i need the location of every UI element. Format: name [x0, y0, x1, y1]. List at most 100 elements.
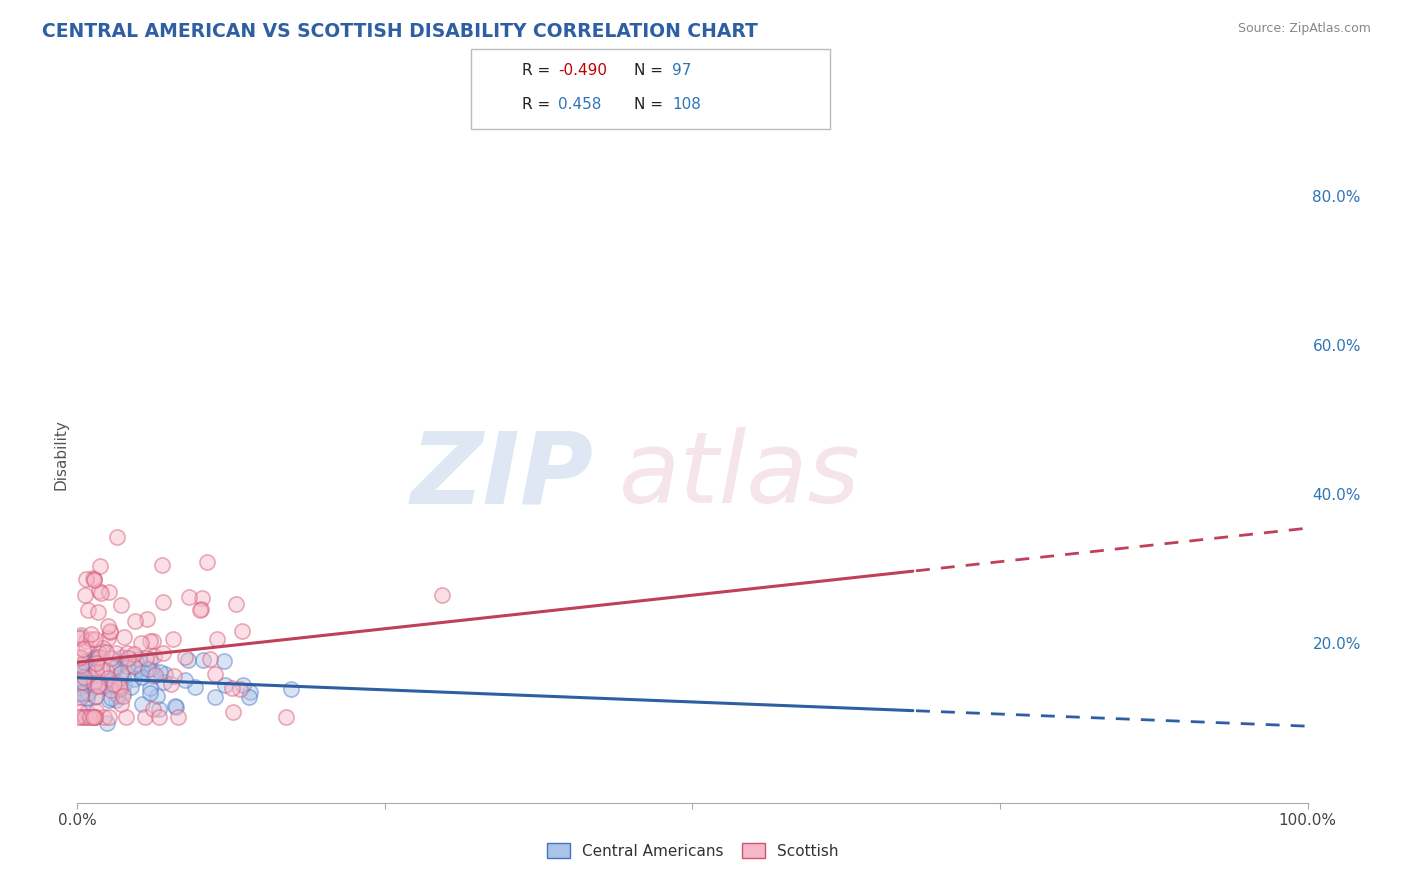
Point [69, 650, 91, 665]
Point [97, 672, 120, 686]
Point [103, 677, 125, 691]
Point [107, 689, 129, 703]
Y-axis label: Disability: Disability [53, 419, 69, 491]
Point [97, 585, 120, 599]
Point [100, 683, 122, 698]
Point [114, 631, 136, 645]
Point [98, 625, 121, 640]
Point [152, 595, 174, 609]
Point [69, 681, 91, 695]
Point [124, 614, 146, 628]
Point [77, 671, 100, 685]
Point [84, 666, 107, 681]
Point [91, 641, 114, 656]
Text: ZIP: ZIP [411, 427, 595, 524]
Point [83, 676, 105, 690]
Point [79, 626, 101, 640]
Point [129, 636, 152, 650]
Point [139, 652, 162, 666]
Point [80, 681, 103, 696]
Point [84, 710, 107, 724]
Point [139, 661, 162, 675]
Point [166, 710, 188, 724]
Point [86, 704, 108, 718]
Point [205, 632, 228, 647]
Point [98, 624, 121, 638]
Point [138, 634, 160, 648]
Point [204, 667, 226, 681]
Point [67, 631, 90, 645]
Point [84, 690, 107, 704]
Point [89, 583, 111, 598]
Point [110, 681, 132, 695]
Point [73, 682, 96, 697]
Point [191, 653, 214, 667]
Point [75, 572, 97, 586]
Point [97, 710, 120, 724]
Point [93, 710, 115, 724]
Point [115, 710, 138, 724]
Point [72, 674, 94, 689]
Point [83, 572, 105, 586]
Point [75, 633, 97, 648]
Point [139, 686, 162, 700]
Point [69, 705, 91, 719]
Point [73, 670, 96, 684]
Point [229, 681, 252, 696]
Point [232, 678, 254, 692]
Point [70, 630, 93, 644]
Point [122, 659, 145, 673]
Point [100, 691, 122, 706]
Point [195, 556, 218, 570]
Point [100, 651, 122, 665]
Point [97, 632, 120, 646]
Point [82, 710, 104, 724]
Point [77, 653, 100, 667]
Point [177, 653, 200, 667]
Point [83, 651, 105, 665]
Point [84, 665, 107, 680]
Point [139, 681, 162, 695]
Point [82, 571, 104, 585]
Point [110, 665, 132, 680]
Point [94, 680, 117, 694]
Point [89, 678, 111, 692]
Point [100, 673, 122, 687]
Point [80, 632, 103, 646]
Point [105, 646, 128, 660]
Point [83, 710, 105, 724]
Point [83, 573, 105, 587]
Point [143, 648, 166, 663]
Point [94, 677, 117, 691]
Point [105, 660, 128, 674]
Point [111, 686, 134, 700]
Point [69, 658, 91, 673]
Point [96, 618, 118, 632]
Point [84, 649, 107, 664]
Point [120, 681, 142, 695]
Point [122, 672, 145, 686]
Point [77, 686, 100, 700]
Point [117, 651, 139, 665]
Point [84, 656, 107, 670]
Point [276, 710, 298, 724]
Point [110, 697, 132, 711]
Point [103, 660, 125, 674]
Point [69, 687, 91, 701]
Point [280, 681, 302, 696]
Point [87, 649, 110, 664]
Point [86, 667, 108, 681]
Point [131, 665, 153, 680]
Point [90, 586, 112, 600]
Point [148, 710, 170, 724]
Point [94, 663, 117, 677]
Point [165, 698, 187, 713]
Point [173, 673, 195, 687]
Point [86, 651, 108, 665]
Point [128, 652, 150, 666]
Point [69, 680, 91, 694]
Point [111, 650, 134, 665]
Point [148, 702, 170, 716]
Point [127, 657, 149, 671]
Text: N =: N = [634, 97, 668, 112]
